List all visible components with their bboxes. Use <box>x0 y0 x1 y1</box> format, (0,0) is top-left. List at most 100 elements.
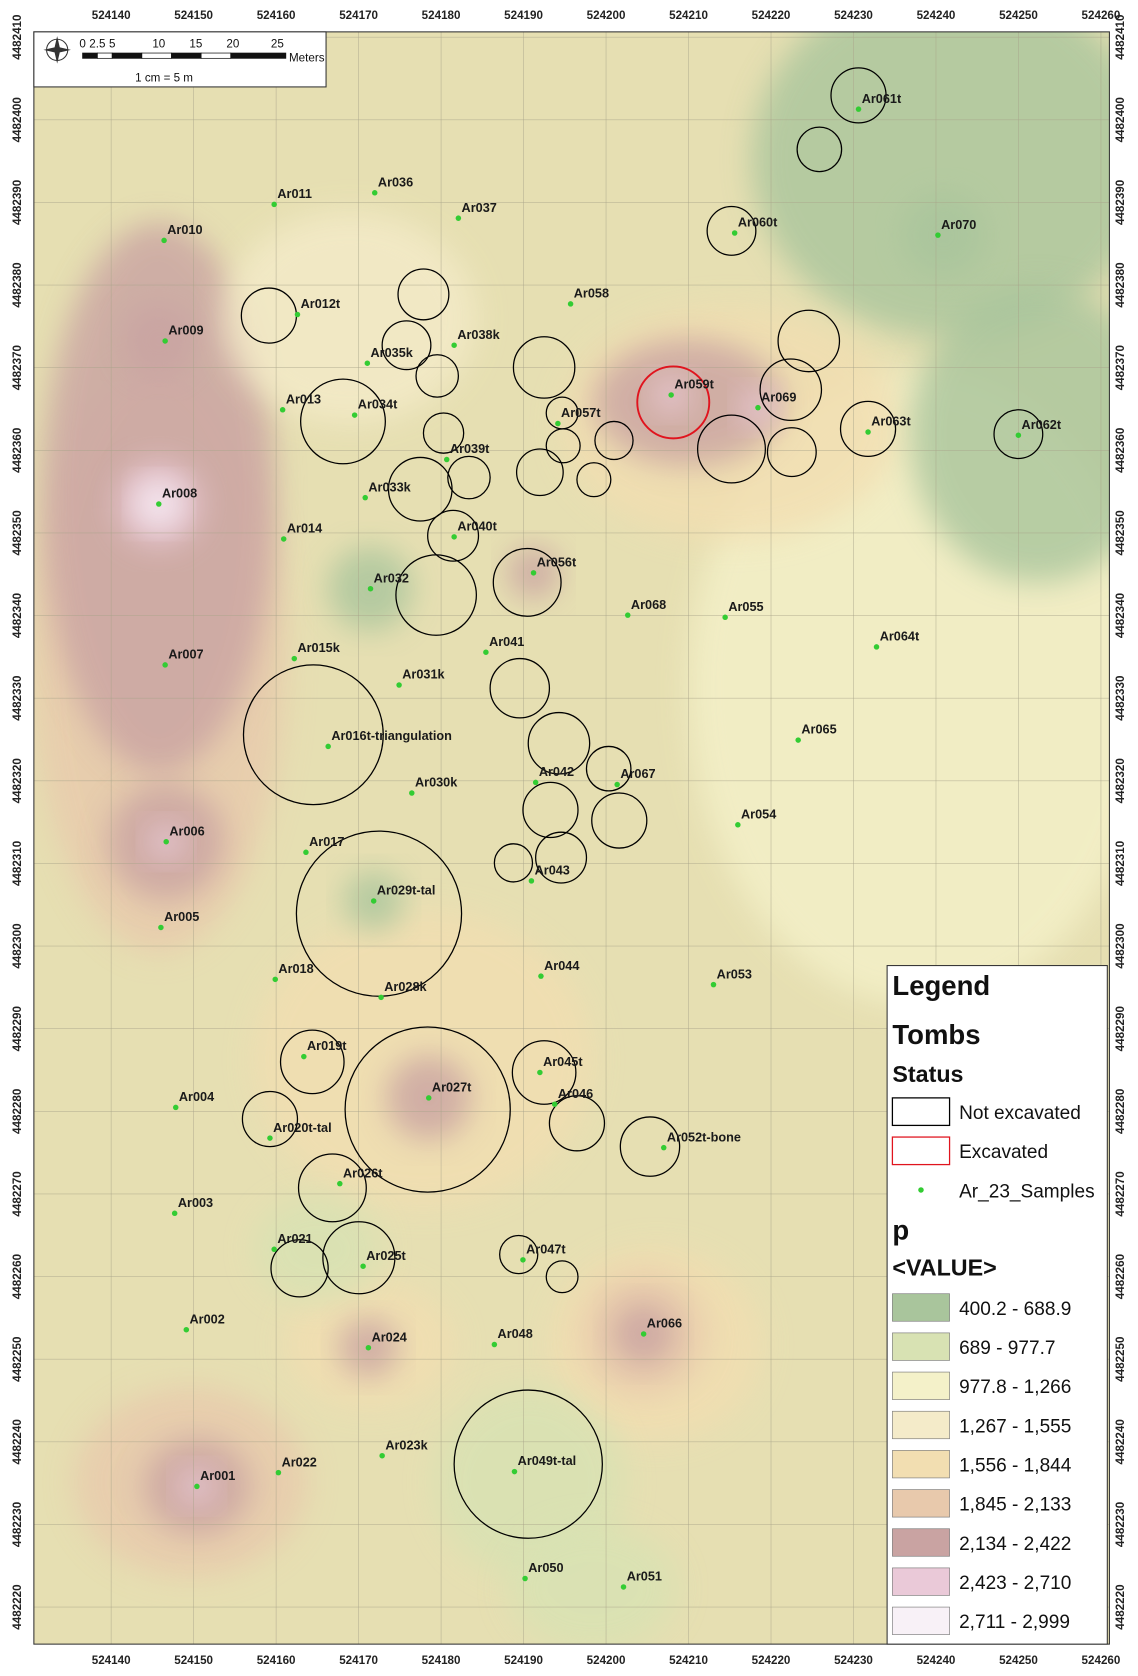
tomb-not-excavated <box>527 711 591 775</box>
sample-point <box>325 743 331 750</box>
legend-swatch <box>892 1606 950 1635</box>
sample-point <box>379 1452 385 1459</box>
sample-point <box>755 404 761 411</box>
sample-point <box>640 1331 647 1337</box>
sample-label: Ar045t <box>543 1055 583 1069</box>
sample-point <box>409 790 415 796</box>
y-tick-label: 4482260 <box>1114 1254 1127 1299</box>
legend-swatch <box>892 1371 950 1400</box>
surface-zone <box>900 192 986 278</box>
sample-label: Ar052t-bone <box>667 1130 741 1144</box>
sample-label: Ar040t <box>457 519 497 533</box>
scale-segment <box>97 52 113 59</box>
tomb-not-excavated <box>548 1095 606 1152</box>
x-tick-label: 524230 <box>834 9 873 22</box>
legend-label: 977.8 - 1,266 <box>959 1377 1071 1398</box>
tomb-not-excavated <box>422 412 465 454</box>
y-tick-label: 4482280 <box>1114 1089 1127 1134</box>
legend-label: 2,423 - 2,710 <box>959 1573 1071 1594</box>
legend-swatch <box>892 1567 950 1596</box>
legend-swatch <box>892 1410 950 1440</box>
sample-label: Ar060t <box>738 216 778 230</box>
x-tick-label: 524220 <box>752 1654 791 1667</box>
sample-point <box>668 392 674 398</box>
y-tick-label: 4482410 <box>11 15 24 60</box>
sample-label: Ar061t <box>862 92 902 106</box>
scale-unit: Meters <box>289 52 325 65</box>
tomb-not-excavated <box>241 1090 299 1148</box>
sample-point <box>660 1144 667 1151</box>
scale-label: 10 <box>152 38 165 51</box>
scale-segment <box>200 52 232 59</box>
sample-point <box>337 1180 343 1187</box>
tomb-not-excavated <box>619 1116 681 1177</box>
x-tick-label: 524140 <box>92 9 131 22</box>
sample-label: Ar065 <box>801 723 836 737</box>
sample-label: Ar021 <box>277 1232 312 1246</box>
legend: Legend Tombs Status p <VALUE> Not excava… <box>886 965 1108 1645</box>
sample-point <box>367 585 374 592</box>
y-tick-label: 4482390 <box>1114 180 1127 225</box>
legend-point <box>918 1187 924 1193</box>
sample-label: Ar042 <box>539 765 574 779</box>
tomb-not-excavated <box>300 378 386 465</box>
y-tick-label: 4482380 <box>1114 262 1127 307</box>
sample-point <box>194 1483 200 1490</box>
x-tick-label: 524180 <box>422 1654 461 1667</box>
sample-point <box>532 779 539 786</box>
tomb-not-excavated <box>395 554 478 636</box>
sample-point <box>710 981 717 988</box>
tombs <box>240 67 1044 1539</box>
sample-point <box>451 534 457 540</box>
legend-title: Legend <box>892 970 990 1001</box>
tomb-not-excavated <box>297 1153 367 1223</box>
tomb-not-excavated <box>545 1260 579 1294</box>
sample-label: Ar028k <box>384 980 427 994</box>
sample-label: Ar031k <box>402 668 445 682</box>
y-tick-label: 4482270 <box>11 1171 24 1216</box>
sample-label: Ar023k <box>385 1438 428 1452</box>
sample-label: Ar010 <box>167 223 202 237</box>
sample-label: Ar009 <box>168 324 203 338</box>
y-tick-label: 4482230 <box>1114 1502 1127 1547</box>
sample-point <box>491 1341 498 1348</box>
y-tick-label: 4482370 <box>11 345 24 390</box>
scale-segment <box>230 52 287 59</box>
scale-segment <box>111 52 143 59</box>
y-tick-label: 4482220 <box>1114 1584 1127 1629</box>
sample-label: Ar044 <box>544 959 579 973</box>
tomb-not-excavated <box>796 126 843 173</box>
tomb-not-excavated <box>594 420 634 461</box>
sample-label: Ar062t <box>1022 418 1062 432</box>
y-tick-label: 4482370 <box>1114 345 1127 390</box>
sample-label: Ar001 <box>200 1469 235 1483</box>
sample-point <box>371 190 378 196</box>
sample-point <box>279 407 286 413</box>
y-tick-label: 4482280 <box>11 1089 24 1134</box>
legend-label: Ar_23_Samples <box>959 1181 1095 1202</box>
sample-label: Ar011 <box>277 187 312 201</box>
sample-label: Ar043 <box>535 864 570 878</box>
sample-label: Ar015k <box>297 641 340 655</box>
sample-label: Ar069 <box>761 390 796 404</box>
sample-label: Ar018 <box>278 962 313 976</box>
sample-label: Ar066 <box>647 1317 682 1331</box>
y-tick-label: 4482300 <box>1114 923 1127 968</box>
tomb-not-excavated <box>591 792 648 849</box>
tomb-not-excavated <box>242 664 384 806</box>
scale-segment <box>82 52 98 59</box>
sample-label: Ar005 <box>164 910 199 924</box>
sample-label: Ar067 <box>620 767 655 781</box>
y-tick-label: 4482390 <box>11 180 24 225</box>
y-tick-label: 4482300 <box>11 923 24 968</box>
tomb-not-excavated <box>696 414 767 484</box>
sample-label: Ar033k <box>368 480 411 494</box>
x-tick-label: 524260 <box>1082 9 1121 22</box>
tomb-not-excavated <box>706 205 757 256</box>
x-tick-label: 524240 <box>917 1654 956 1667</box>
sample-point <box>795 737 801 743</box>
sample-label: Ar064t <box>880 630 920 644</box>
tomb-not-excavated <box>830 67 887 124</box>
sample-point <box>735 822 741 828</box>
